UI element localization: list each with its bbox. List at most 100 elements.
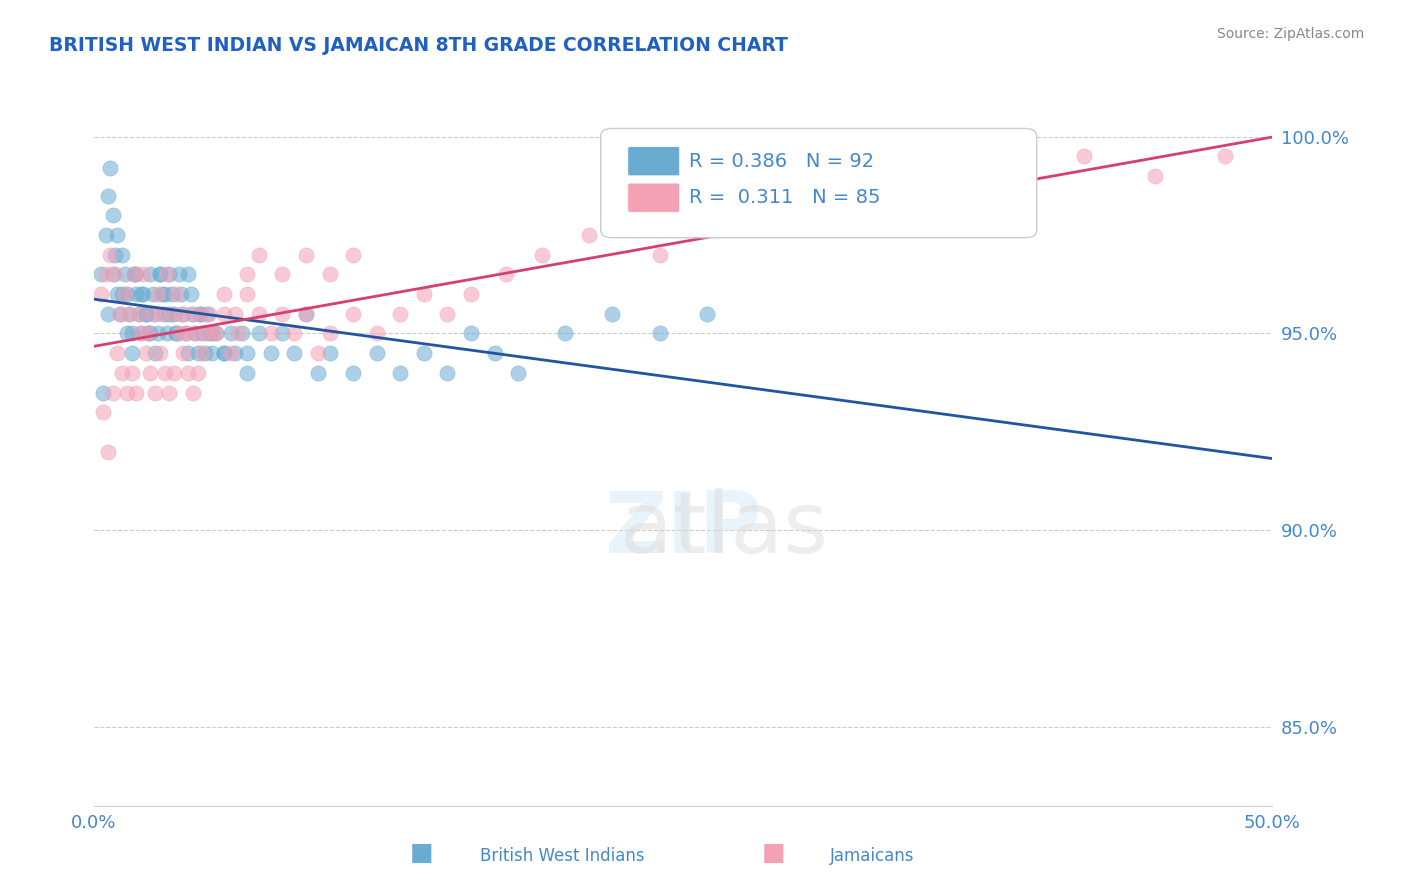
Point — [180, 307, 202, 321]
Text: ZIP: ZIP — [605, 488, 762, 571]
Point — [149, 346, 172, 360]
Point — [271, 307, 294, 321]
Point — [160, 307, 183, 321]
Point — [413, 346, 436, 360]
Point — [107, 346, 129, 360]
Point — [153, 287, 176, 301]
Point — [366, 326, 388, 341]
Point — [198, 326, 221, 341]
Point — [212, 346, 235, 360]
Point — [142, 287, 165, 301]
Point — [931, 169, 953, 183]
Point — [366, 346, 388, 360]
Point — [174, 326, 197, 341]
Point — [484, 346, 506, 360]
Point — [224, 346, 246, 360]
Point — [226, 326, 249, 341]
Point — [177, 346, 200, 360]
Point — [1143, 169, 1166, 183]
Point — [104, 248, 127, 262]
Point — [174, 326, 197, 341]
Point — [165, 326, 187, 341]
Point — [219, 326, 242, 341]
Point — [184, 326, 207, 341]
Point — [121, 366, 143, 380]
Point — [118, 307, 141, 321]
Point — [212, 346, 235, 360]
Point — [101, 385, 124, 400]
Point — [129, 326, 152, 341]
Point — [132, 287, 155, 301]
Point — [236, 287, 259, 301]
Point — [104, 268, 127, 282]
Point — [271, 268, 294, 282]
Text: atlas: atlas — [538, 488, 828, 571]
Point — [170, 307, 193, 321]
Point — [295, 307, 318, 321]
Point — [318, 346, 340, 360]
Point — [115, 287, 138, 301]
Point — [143, 307, 166, 321]
Point — [135, 307, 157, 321]
Point — [508, 366, 530, 380]
Point — [318, 268, 340, 282]
Point — [224, 307, 246, 321]
Point — [125, 287, 148, 301]
Point — [460, 287, 482, 301]
FancyBboxPatch shape — [628, 146, 679, 176]
Point — [236, 268, 259, 282]
Point — [129, 287, 152, 301]
Point — [177, 366, 200, 380]
Point — [295, 248, 318, 262]
Point — [118, 307, 141, 321]
Point — [307, 366, 329, 380]
Point — [136, 326, 159, 341]
Point — [578, 227, 600, 242]
Point — [188, 307, 211, 321]
Point — [101, 268, 124, 282]
Point — [260, 346, 283, 360]
Point — [212, 307, 235, 321]
Point — [342, 307, 364, 321]
Point — [165, 287, 187, 301]
Point — [187, 346, 209, 360]
Point — [146, 287, 169, 301]
Point — [696, 307, 718, 321]
Point — [191, 346, 214, 360]
Point — [149, 268, 172, 282]
Point — [554, 326, 576, 341]
Point — [157, 307, 180, 321]
Text: Jamaicans: Jamaicans — [830, 847, 914, 865]
Point — [157, 385, 180, 400]
Point — [139, 366, 162, 380]
Point — [125, 268, 148, 282]
Point — [195, 307, 218, 321]
Point — [283, 346, 305, 360]
Point — [135, 346, 157, 360]
Point — [860, 208, 883, 222]
Point — [170, 287, 193, 301]
Point — [181, 307, 204, 321]
Point — [201, 326, 224, 341]
Point — [97, 188, 120, 202]
Point — [271, 326, 294, 341]
Point — [194, 326, 217, 341]
Point — [150, 287, 173, 301]
Point — [128, 307, 150, 321]
Point — [97, 444, 120, 458]
Point — [201, 346, 224, 360]
Point — [114, 268, 136, 282]
Point — [93, 405, 115, 419]
Point — [142, 307, 165, 321]
Point — [128, 307, 150, 321]
Point — [198, 307, 221, 321]
Point — [150, 307, 173, 321]
Point — [143, 346, 166, 360]
Point — [648, 326, 671, 341]
Point — [135, 307, 157, 321]
Point — [167, 326, 190, 341]
Text: R = 0.386   N = 92: R = 0.386 N = 92 — [689, 152, 875, 170]
Point — [125, 385, 148, 400]
Point — [115, 385, 138, 400]
Point — [1073, 149, 1095, 163]
